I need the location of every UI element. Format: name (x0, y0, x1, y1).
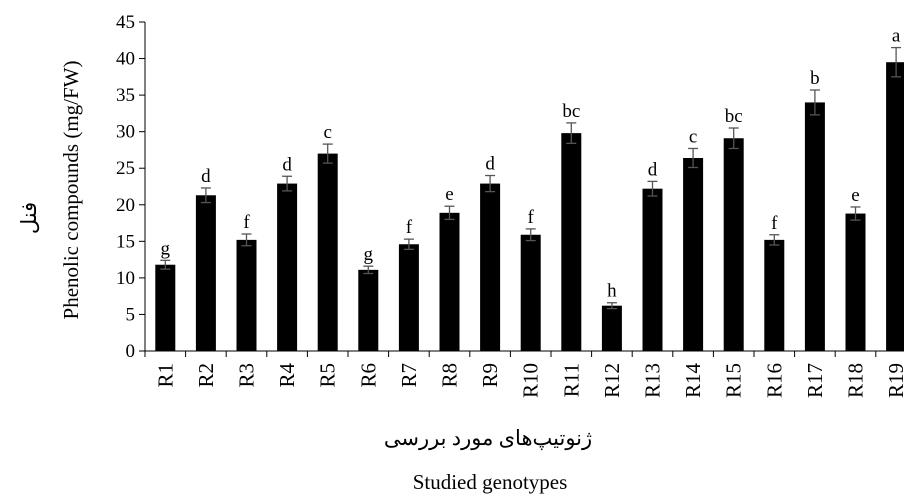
x-tick-label-R8: R8 (438, 363, 462, 388)
significance-letter-R2: d (201, 166, 211, 187)
bar-R3 (236, 239, 257, 351)
significance-letter-R5: c (323, 122, 331, 143)
bar-R13 (642, 188, 663, 351)
significance-letter-R3: f (243, 212, 250, 233)
y-axis-title: Phenolic compounds (mg/FW) (59, 61, 83, 320)
bars-group: g d f d c g f e d f bc h d c bc f b e a (155, 26, 904, 351)
significance-letter-R15: bc (725, 106, 743, 127)
bar-R4 (277, 183, 298, 351)
x-tick-label-R15: R15 (722, 363, 746, 398)
x-tick-label-R11: R11 (559, 363, 583, 397)
significance-letter-R1: g (161, 238, 171, 259)
x-tick-label-R10: R10 (519, 363, 543, 398)
bar-R6 (358, 269, 379, 351)
y-axis-title-persian: فنل (17, 202, 41, 234)
y-tick-label: 25 (116, 158, 135, 179)
significance-letter-R14: c (689, 126, 697, 147)
x-tick-label-R6: R6 (356, 363, 380, 388)
bar-R17 (804, 102, 825, 351)
significance-letter-R12: h (607, 281, 617, 302)
x-tick-label-R1: R1 (153, 363, 177, 388)
significance-letter-R19: a (892, 26, 901, 47)
significance-letter-R8: e (445, 184, 453, 205)
x-tick-label-R5: R5 (316, 363, 340, 388)
significance-letter-R4: d (282, 154, 292, 175)
bar-R16 (764, 239, 785, 351)
bar-R18 (845, 213, 866, 351)
x-tick-label-R16: R16 (762, 363, 786, 398)
x-tick-label-R12: R12 (600, 363, 624, 398)
significance-letter-R11: bc (562, 101, 580, 122)
x-axis-title-persian: ژنوتیپ‌های مورد بررسی (384, 426, 592, 451)
bar-R14 (683, 157, 704, 351)
y-tick-label: 5 (126, 304, 136, 325)
bar-R12 (601, 305, 622, 351)
y-tick-label: 40 (116, 49, 135, 70)
y-tick-label: 45 (116, 12, 135, 33)
significance-letter-R7: f (406, 217, 413, 238)
x-tick-label-R19: R19 (884, 363, 904, 398)
x-tick-label-R17: R17 (803, 363, 827, 398)
significance-letter-R17: b (810, 68, 820, 89)
x-tick-label-R14: R14 (681, 363, 705, 399)
bar-R10 (520, 234, 541, 351)
y-tick-label: 35 (116, 85, 135, 106)
bar-R19 (886, 62, 904, 351)
bar-R5 (317, 153, 338, 351)
significance-letter-R16: f (771, 213, 778, 234)
x-tick-label-R13: R13 (641, 363, 665, 398)
significance-letter-R10: f (528, 207, 535, 228)
y-axis: 0 5 10 15 20 25 30 35 40 45 (116, 12, 146, 362)
bar-R2 (195, 195, 216, 351)
bar-R1 (155, 264, 176, 351)
x-tick-label-R2: R2 (194, 363, 218, 388)
x-tick-label-R9: R9 (478, 363, 502, 388)
significance-letter-R6: g (364, 244, 374, 265)
y-tick-label: 0 (126, 341, 136, 362)
y-tick-label: 20 (116, 195, 135, 216)
significance-letter-R18: e (851, 185, 859, 206)
y-tick-label: 10 (116, 268, 135, 289)
x-axis: R1 R2 R3 R4 R5 R6 R7 R8 R9 R10 R11 R12 R13 R14 R15 R16 R… (144, 350, 904, 399)
x-tick-label-R7: R7 (397, 363, 421, 388)
bar-R9 (480, 183, 501, 351)
x-tick-label-R18: R18 (844, 363, 868, 398)
bar-R15 (723, 138, 744, 351)
y-tick-label: 30 (116, 122, 135, 143)
x-tick-label-R3: R3 (235, 363, 259, 388)
bar-R8 (439, 212, 460, 351)
bar-R11 (561, 133, 582, 351)
x-tick-label-R4: R4 (275, 363, 299, 388)
significance-letter-R9: d (485, 154, 495, 175)
x-axis-title: Studied genotypes (413, 470, 568, 494)
bar-R7 (398, 244, 419, 351)
significance-letter-R13: d (648, 159, 658, 180)
y-tick-label: 15 (116, 231, 135, 252)
